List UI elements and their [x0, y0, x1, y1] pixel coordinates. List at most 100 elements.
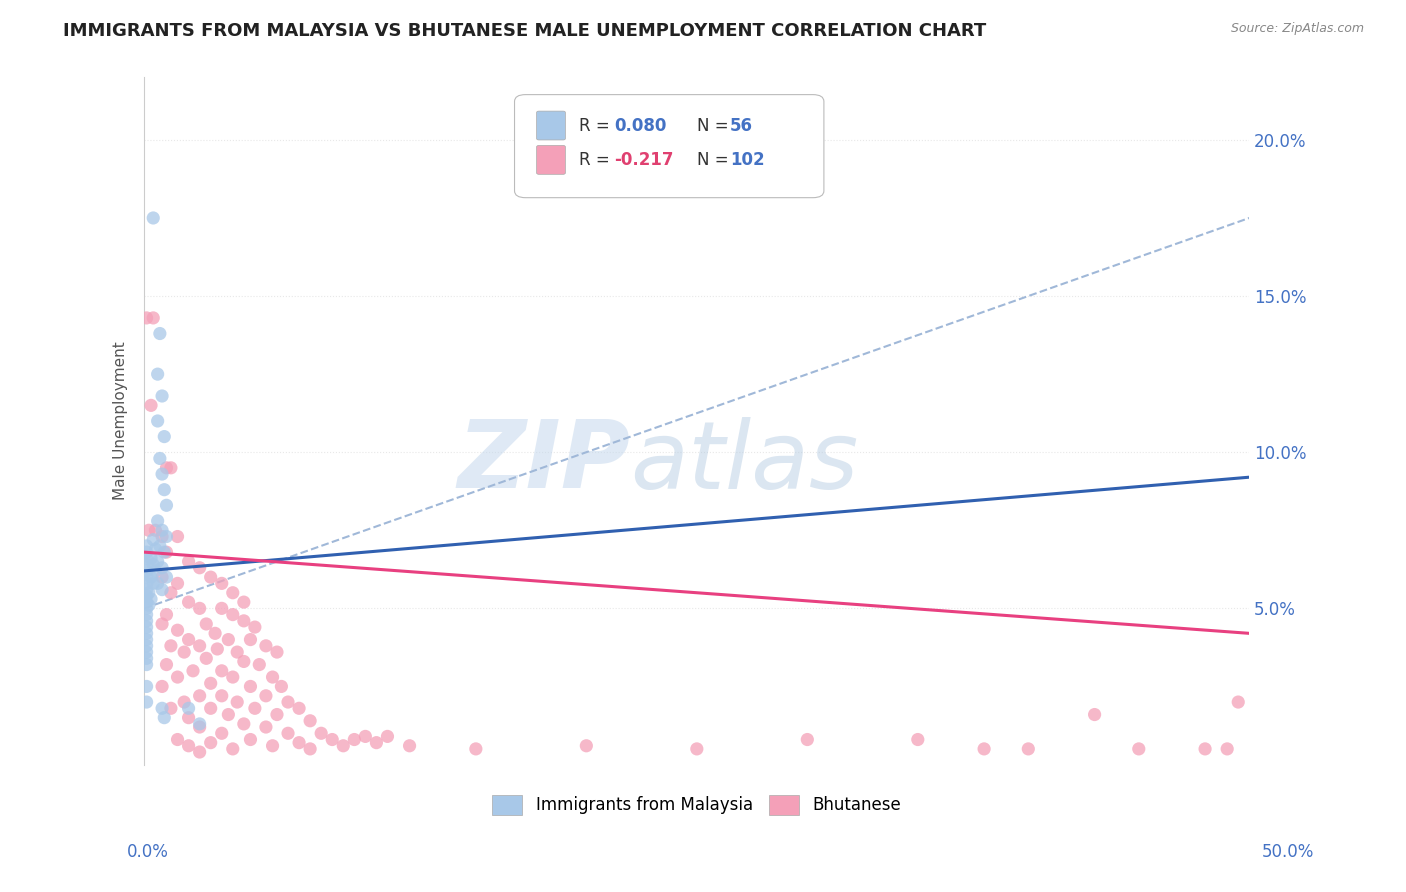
Point	[973, 742, 995, 756]
Point	[135, 620, 157, 634]
Point	[145, 564, 167, 578]
Point	[166, 624, 188, 638]
Point	[254, 720, 277, 734]
FancyBboxPatch shape	[537, 145, 565, 174]
Point	[135, 558, 157, 572]
Point	[135, 589, 157, 603]
Point	[146, 367, 169, 381]
Point	[135, 695, 157, 709]
Point	[142, 533, 165, 547]
Text: -0.217: -0.217	[614, 151, 673, 169]
Point	[150, 570, 173, 584]
Point	[177, 595, 200, 609]
Point	[1216, 742, 1239, 756]
Point	[173, 695, 195, 709]
Point	[1084, 707, 1107, 722]
Point	[139, 398, 162, 412]
Point	[222, 607, 245, 622]
Point	[155, 607, 177, 622]
Text: N =: N =	[697, 117, 734, 135]
Point	[254, 639, 277, 653]
Point	[150, 617, 173, 632]
Point	[139, 551, 162, 566]
Point	[686, 742, 709, 756]
Point	[288, 736, 311, 750]
Point	[166, 529, 188, 543]
Point	[135, 582, 157, 597]
Point	[173, 645, 195, 659]
FancyBboxPatch shape	[537, 112, 565, 140]
Point	[195, 617, 218, 632]
Point	[211, 576, 233, 591]
Point	[160, 460, 183, 475]
Point	[142, 558, 165, 572]
Point	[135, 539, 157, 553]
Point	[135, 595, 157, 609]
Point	[135, 601, 157, 615]
Point	[239, 732, 262, 747]
Point	[262, 739, 284, 753]
Point	[222, 742, 245, 756]
Point	[135, 570, 157, 584]
Point	[135, 614, 157, 628]
Text: R =: R =	[579, 151, 614, 169]
Point	[262, 670, 284, 684]
Point	[200, 570, 222, 584]
Point	[135, 626, 157, 640]
Point	[247, 657, 270, 672]
Point	[177, 632, 200, 647]
Point	[135, 680, 157, 694]
Point	[239, 632, 262, 647]
Point	[254, 689, 277, 703]
Point	[195, 651, 218, 665]
Text: R =: R =	[579, 117, 614, 135]
Point	[321, 732, 343, 747]
Point	[266, 707, 288, 722]
Point	[277, 695, 299, 709]
Point	[155, 657, 177, 672]
Point	[139, 592, 162, 607]
Point	[188, 720, 211, 734]
Point	[217, 632, 239, 647]
Point	[150, 561, 173, 575]
Point	[155, 498, 177, 512]
Point	[211, 601, 233, 615]
Point	[575, 739, 598, 753]
Point	[211, 664, 233, 678]
Point	[1128, 742, 1150, 756]
Point	[135, 607, 157, 622]
Point	[222, 586, 245, 600]
Point	[149, 539, 172, 553]
Point	[146, 414, 169, 428]
Point	[149, 326, 172, 341]
Point	[153, 545, 176, 559]
Point	[146, 576, 169, 591]
Point	[354, 730, 377, 744]
Point	[150, 582, 173, 597]
Point	[135, 551, 157, 566]
Text: N =: N =	[697, 151, 734, 169]
Point	[207, 642, 229, 657]
Point	[243, 620, 266, 634]
Point	[150, 680, 173, 694]
Point	[211, 726, 233, 740]
Text: ZIP: ZIP	[458, 417, 630, 508]
Point	[145, 523, 167, 537]
Point	[299, 714, 322, 728]
Point	[464, 742, 486, 756]
Point	[226, 695, 249, 709]
Point	[150, 529, 173, 543]
Point	[155, 460, 177, 475]
Text: 0.0%: 0.0%	[127, 843, 169, 861]
Point	[309, 726, 332, 740]
Point	[188, 745, 211, 759]
FancyBboxPatch shape	[515, 95, 824, 198]
Point	[200, 676, 222, 690]
Point	[149, 451, 172, 466]
Point	[145, 541, 167, 556]
Point	[146, 554, 169, 568]
Point	[135, 632, 157, 647]
Point	[135, 576, 157, 591]
Point	[243, 701, 266, 715]
Point	[142, 310, 165, 325]
